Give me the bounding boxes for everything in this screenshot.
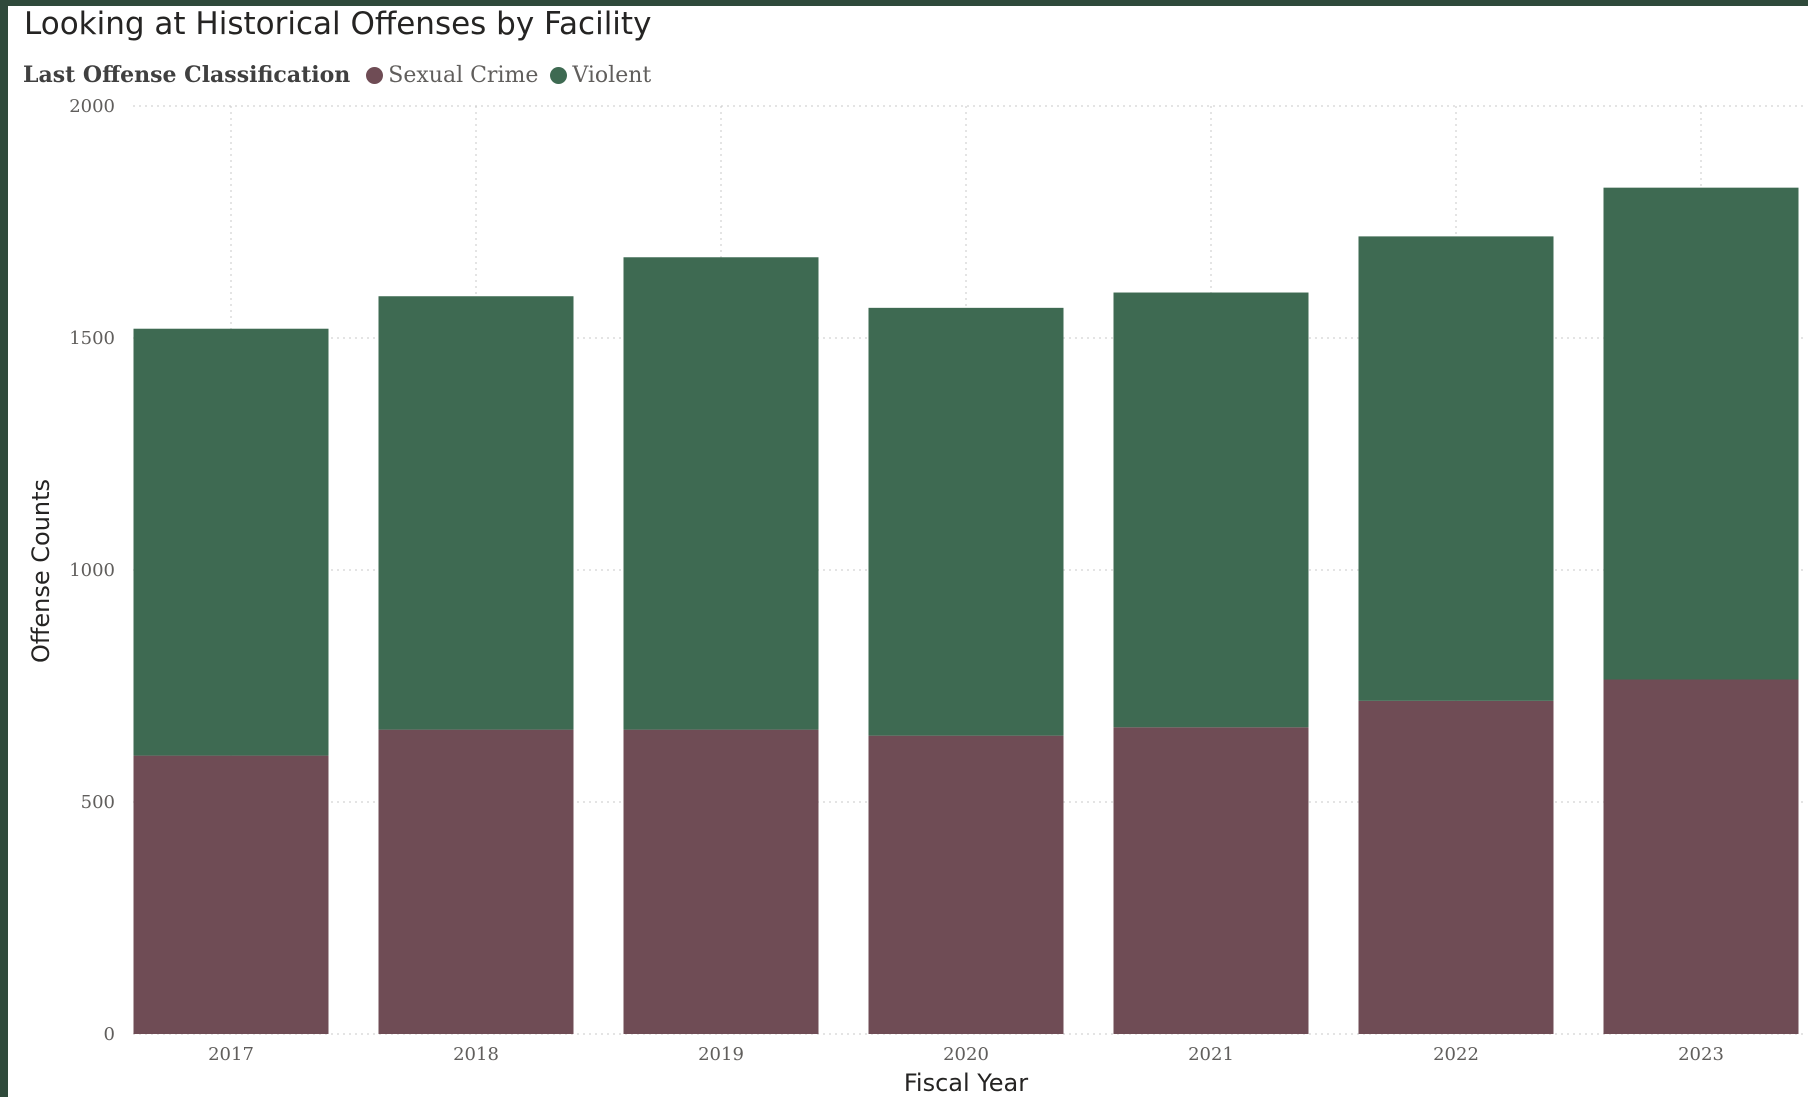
legend-item-sexual-crime[interactable]: Sexual Crime (366, 63, 538, 88)
x-tick-label: 2017 (208, 1044, 254, 1065)
bar-violent-2020[interactable] (868, 307, 1064, 736)
x-tick-label: 2022 (1433, 1044, 1479, 1065)
bars (133, 187, 1799, 1034)
bar-sexual-crime-2022[interactable] (1358, 700, 1554, 1034)
x-tick-label: 2020 (943, 1044, 989, 1065)
chart-title: Looking at Historical Offenses by Facili… (24, 6, 652, 42)
x-tick-label: 2023 (1678, 1044, 1724, 1065)
bar-violent-2023[interactable] (1603, 187, 1799, 680)
bar-violent-2017[interactable] (133, 328, 329, 756)
bar-sexual-crime-2019[interactable] (623, 729, 819, 1034)
y-tick-label: 1000 (69, 560, 115, 581)
x-axis-ticks: 2017 2018 2019 2020 2021 2022 2023 (208, 1044, 1724, 1065)
bar-sexual-crime-2023[interactable] (1603, 679, 1799, 1034)
legend-title: Last Offense Classification (23, 62, 351, 88)
x-tick-label: 2021 (1188, 1044, 1234, 1065)
bar-violent-2022[interactable] (1358, 236, 1554, 701)
legend-marker-sexual-crime (366, 66, 384, 84)
y-tick-label: 500 (81, 792, 115, 813)
bar-violent-2021[interactable] (1113, 292, 1309, 728)
legend-label-sexual-crime: Sexual Crime (388, 62, 539, 88)
bar-sexual-crime-2017[interactable] (133, 755, 329, 1034)
legend-label-violent: Violent (572, 62, 652, 88)
x-tick-label: 2019 (698, 1044, 744, 1065)
bar-sexual-crime-2020[interactable] (868, 735, 1064, 1034)
x-axis-title: Fiscal Year (904, 1069, 1028, 1097)
y-tick-label: 2000 (69, 96, 115, 117)
y-tick-label: 0 (104, 1024, 115, 1045)
bar-violent-2018[interactable] (378, 296, 574, 730)
legend-marker-violent (550, 66, 568, 84)
chart-panel: Looking at Historical Offenses by Facili… (8, 6, 1808, 1097)
x-tick-label: 2018 (453, 1044, 499, 1065)
y-axis-title: Offense Counts (27, 479, 55, 663)
bar-sexual-crime-2018[interactable] (378, 729, 574, 1034)
bar-sexual-crime-2021[interactable] (1113, 727, 1309, 1034)
stacked-bar-chart: 2000 1500 1000 500 0 2017 2018 2019 2020 2021 202… (27, 96, 1803, 1097)
y-axis-ticks: 2000 1500 1000 500 0 (69, 96, 115, 1045)
legend: Last Offense Classification Sexual Crime… (23, 58, 663, 92)
bar-violent-2019[interactable] (623, 257, 819, 730)
y-tick-label: 1500 (69, 328, 115, 349)
legend-item-violent[interactable]: Violent (550, 63, 651, 88)
